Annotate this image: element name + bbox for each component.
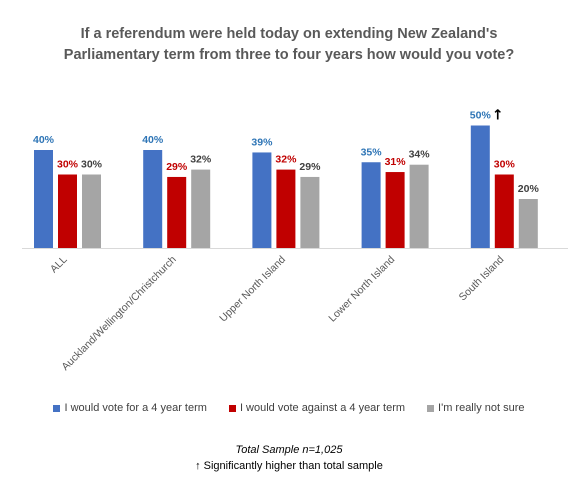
bar-0-4: [470, 125, 490, 248]
significance-note-text: Significantly higher than total sample: [203, 460, 383, 472]
legend-label-not-sure: I'm really not sure: [438, 402, 525, 414]
x-tick-label-2: Upper North Island: [217, 254, 288, 325]
bar-chart: 40%30% 30%ALL40%29%32%Auckland/Wellington…: [22, 108, 568, 373]
data-label-0-0: 40%: [33, 134, 55, 146]
data-label-2-1: 32%: [190, 154, 212, 166]
bar-2-1: [191, 169, 211, 248]
bar-1-1: [167, 176, 187, 248]
data-label-0-4: 50%: [470, 110, 492, 122]
legend-swatch-for: [53, 404, 61, 412]
data-label-0-1: 40%: [142, 134, 164, 146]
data-label-1-4: 30%: [494, 159, 516, 171]
data-label-1-2: 32%: [275, 154, 297, 166]
x-tick-label-1: Auckland/Wellington/Christchurch: [59, 254, 178, 373]
legend-swatch-against: [228, 404, 236, 412]
legend-label-for: I would vote for a 4 year term: [64, 402, 207, 414]
bar-0-0: [34, 150, 53, 248]
chart-title-line-2: Parliamentary term from three to four ye…: [63, 47, 515, 63]
legend-label-against: I would vote against a 4 year term: [239, 402, 406, 414]
data-label-1-0: 30%: [57, 159, 79, 171]
bar-0-2: [252, 152, 272, 248]
bar-0-1: [143, 150, 163, 248]
data-label-2-3: 34%: [409, 149, 431, 161]
legend-swatch-not-sure: [427, 404, 435, 412]
bar-1-0: [58, 174, 77, 248]
bar-0-3: [361, 162, 381, 248]
chart-title-line-1: If a referendum were held today on exten…: [80, 26, 498, 42]
bar-1-4: [494, 174, 514, 248]
data-label-0-2: 39%: [251, 136, 273, 148]
data-label-1-3: 31%: [385, 156, 407, 168]
up-arrow-icon: ↑: [492, 108, 504, 124]
data-label-2-2: 29%: [299, 161, 321, 173]
x-tick-label-0: ALL: [48, 254, 70, 276]
bar-1-2: [276, 169, 296, 248]
sample-size-note: Total Sample n=1,025: [235, 444, 343, 456]
data-label-2-4: 20%: [518, 183, 540, 195]
legend-item-not-sure: I'm really not sure: [427, 402, 525, 414]
bar-2-2: [300, 176, 320, 248]
up-arrow-icon: ↑: [195, 460, 201, 472]
data-label-0-3: 35%: [361, 146, 383, 158]
data-label-2-0: 30%: [81, 159, 103, 171]
significance-note: ↑ Significantly higher than total sample: [0, 460, 578, 472]
bar-2-4: [518, 199, 538, 248]
legend-item-for: I would vote for a 4 year term: [53, 402, 207, 414]
data-label-1-1: 29%: [166, 161, 188, 173]
legend-item-against: I would vote against a 4 year term: [228, 402, 406, 414]
x-tick-label-4: South Island: [457, 254, 507, 304]
x-tick-label-3: Lower North Island: [326, 254, 397, 325]
legend: I would vote for a 4 year term I would v…: [0, 402, 578, 414]
bar-2-0: [82, 174, 101, 248]
bar-2-3: [409, 164, 429, 248]
chart-title: If a referendum were held today on exten…: [0, 24, 578, 66]
bar-1-3: [385, 172, 405, 248]
